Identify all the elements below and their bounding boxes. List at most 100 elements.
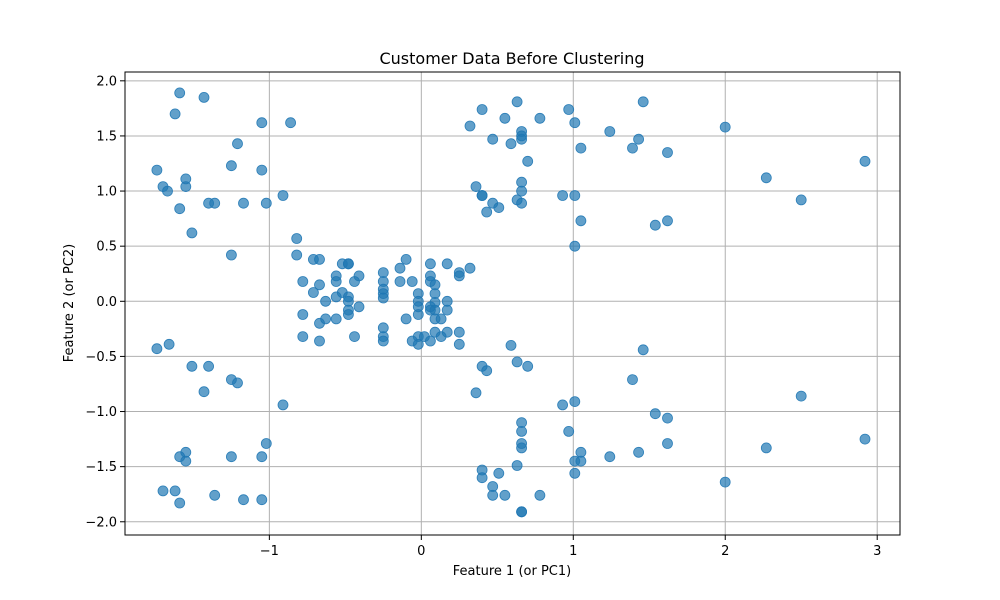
data-point	[314, 335, 325, 347]
data-point	[453, 270, 465, 282]
data-point	[633, 133, 644, 145]
data-point	[198, 386, 210, 398]
data-point	[662, 147, 673, 158]
data-point	[209, 489, 221, 501]
data-point	[453, 338, 465, 350]
data-point	[569, 190, 581, 201]
data-point	[225, 160, 237, 172]
data-point	[297, 276, 309, 287]
x-axis-ticks: −1 0 1 2 3	[260, 535, 881, 559]
data-point	[400, 253, 412, 265]
data-point	[169, 485, 181, 497]
data-point	[330, 313, 342, 325]
data-point	[394, 262, 406, 274]
data-point	[516, 197, 527, 209]
data-point	[637, 96, 649, 108]
data-point	[400, 313, 412, 325]
data-point	[198, 92, 210, 103]
data-point	[342, 309, 354, 320]
data-point	[569, 396, 581, 408]
data-point	[499, 112, 511, 124]
data-point	[277, 190, 289, 201]
data-point	[180, 181, 192, 193]
data-point	[505, 138, 517, 150]
data-point	[795, 390, 807, 402]
data-point	[297, 331, 309, 343]
data-point	[627, 142, 638, 154]
data-point	[232, 138, 243, 150]
data-point	[406, 276, 418, 287]
data-point	[569, 117, 581, 129]
data-point	[499, 489, 511, 501]
data-point	[476, 472, 488, 484]
data-point	[256, 451, 268, 463]
data-point	[575, 215, 587, 227]
data-point	[203, 360, 215, 372]
data-point	[285, 117, 297, 129]
x-tick-label: 0	[417, 544, 425, 559]
data-point	[516, 176, 527, 188]
data-point	[441, 304, 453, 316]
data-point	[522, 360, 534, 372]
data-point	[256, 164, 268, 176]
data-point	[162, 185, 173, 197]
data-points	[151, 87, 871, 518]
data-point	[719, 121, 731, 133]
data-point	[476, 190, 488, 201]
plot-frame	[124, 71, 901, 536]
data-point	[174, 497, 186, 509]
data-point	[180, 455, 192, 467]
data-point	[260, 438, 272, 449]
data-point	[330, 291, 342, 303]
data-point	[493, 202, 505, 214]
x-axis-title: Feature 1 (or PC1)	[453, 564, 571, 579]
data-point	[522, 155, 534, 167]
data-point	[557, 190, 568, 201]
data-point	[353, 301, 365, 313]
data-point	[314, 279, 325, 291]
data-point	[557, 399, 568, 411]
data-point	[291, 233, 303, 244]
data-point	[225, 451, 237, 463]
data-point	[649, 219, 661, 231]
data-point	[377, 292, 389, 304]
y-tick-label: 0.0	[96, 295, 117, 310]
data-point	[604, 126, 616, 137]
y-tick-label: 1.0	[96, 185, 117, 200]
data-point	[464, 120, 476, 132]
data-point	[633, 446, 644, 458]
data-point	[435, 331, 447, 343]
grid-lines	[125, 72, 900, 535]
data-point	[169, 108, 181, 120]
data-point	[760, 442, 772, 454]
data-point	[662, 412, 673, 424]
data-point	[238, 494, 249, 506]
x-tick-label: −1	[260, 544, 279, 559]
data-point	[719, 476, 731, 488]
data-point	[481, 365, 493, 377]
data-point	[174, 87, 186, 99]
y-axis-title: Feature 2 (or PC2)	[62, 244, 77, 362]
data-point	[760, 172, 772, 184]
data-point	[453, 326, 465, 338]
y-tick-label: −2.0	[85, 515, 117, 530]
data-point	[487, 133, 499, 145]
data-point	[342, 258, 354, 270]
data-point	[225, 249, 237, 261]
data-point	[377, 335, 389, 347]
data-point	[209, 197, 221, 209]
data-point	[487, 489, 499, 501]
data-point	[163, 338, 175, 350]
data-point	[511, 96, 523, 108]
data-point	[238, 197, 249, 209]
data-point	[394, 276, 406, 287]
data-point	[260, 197, 272, 209]
data-point	[575, 455, 587, 467]
x-tick-label: 1	[569, 544, 577, 559]
data-point	[307, 287, 319, 298]
data-point	[563, 425, 575, 437]
data-point	[412, 338, 424, 350]
data-point	[563, 104, 575, 115]
x-tick-label: 3	[873, 544, 881, 559]
